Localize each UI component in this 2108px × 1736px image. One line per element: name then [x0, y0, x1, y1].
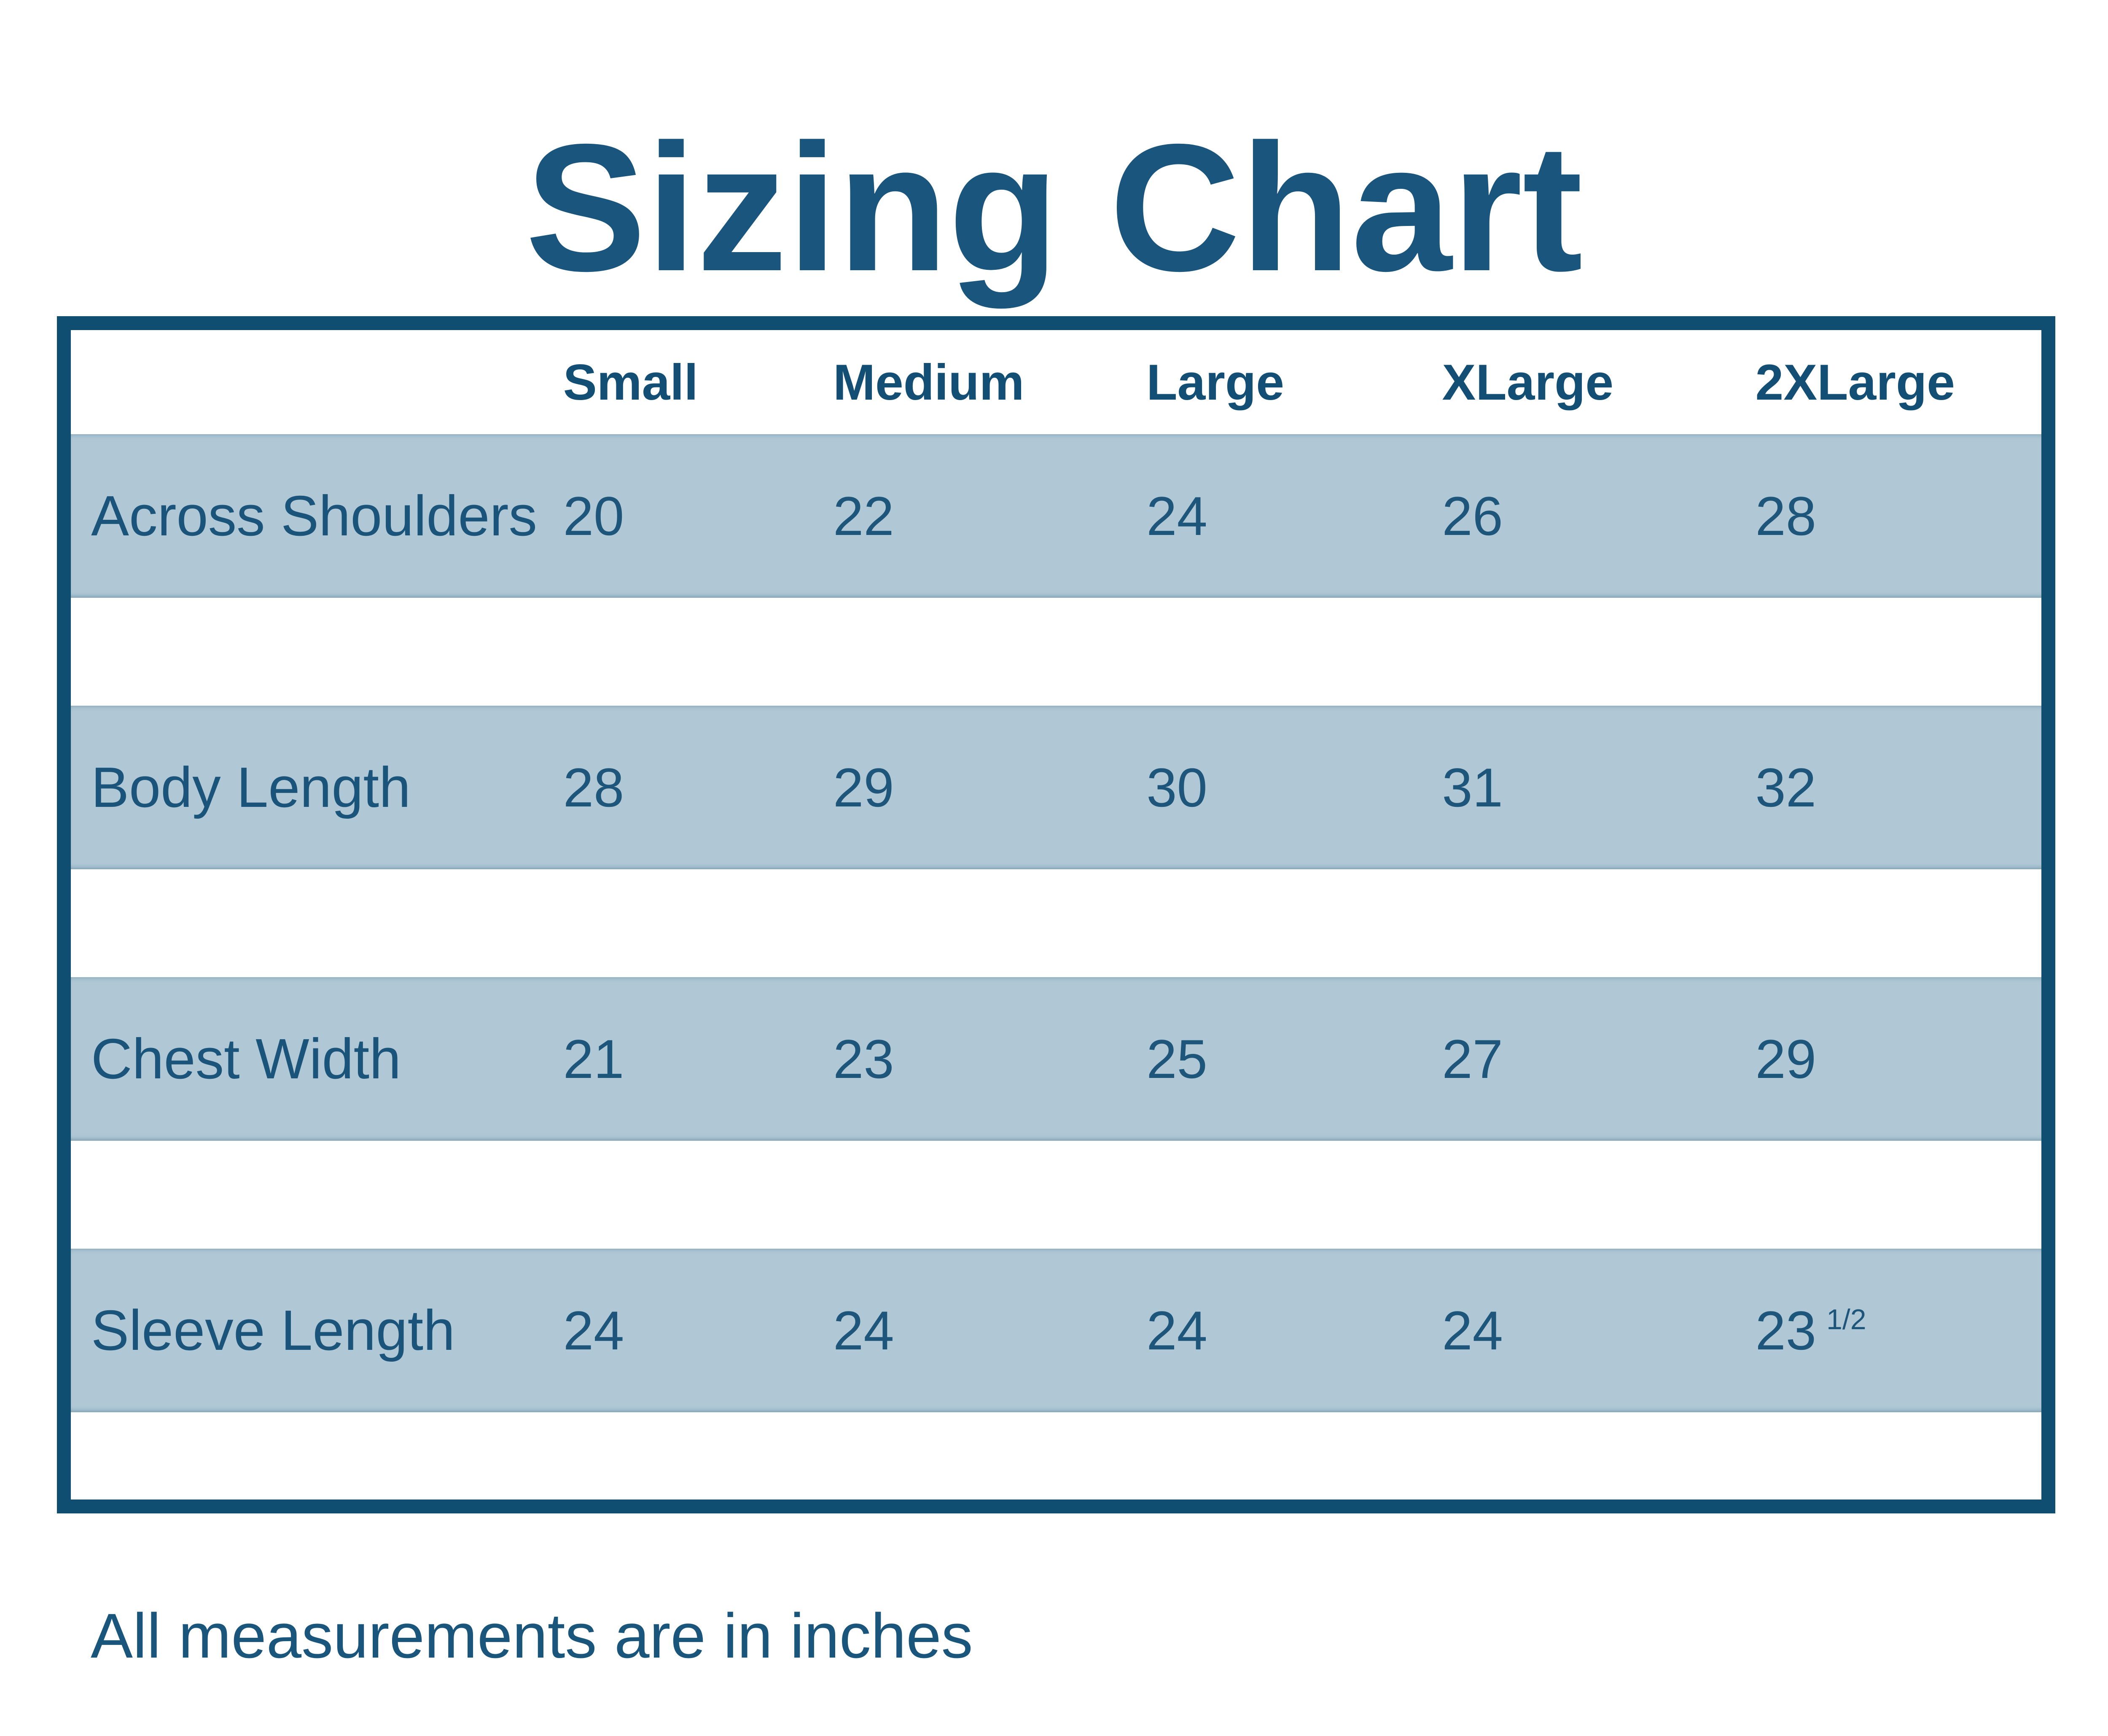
body-length-2xlarge: 32 — [1755, 756, 1817, 818]
col-header-xlarge: XLarge — [1442, 354, 1614, 411]
row-label-body-length: Body Length — [91, 755, 411, 820]
body-length-large: 30 — [1146, 756, 1207, 818]
body-length-xlarge: 31 — [1442, 756, 1503, 818]
measurements-note: All measurements are in inches — [91, 1600, 973, 1671]
table-row-across-shoulders: Across Shoulders 20 22 24 26 28 — [71, 434, 2041, 598]
across-shoulders-small: 20 — [563, 485, 624, 547]
page-title: Sizing Chart — [525, 107, 1583, 309]
chest-width-small: 21 — [563, 1028, 624, 1090]
sleeve-length-2xlarge-fraction: 1/2 — [1826, 1303, 1866, 1336]
col-header-large: Large — [1146, 354, 1284, 411]
chest-width-2xlarge: 29 — [1755, 1028, 1817, 1090]
row-label-sleeve-length: Sleeve Length — [91, 1298, 455, 1362]
row-spacer — [71, 869, 2041, 977]
sizing-table: Small Medium Large XLarge 2XLarge Across… — [57, 316, 2055, 1513]
body-length-small: 28 — [563, 756, 624, 818]
table-row-body-length: Body Length 28 29 30 31 32 — [71, 706, 2041, 869]
sleeve-length-medium: 24 — [833, 1299, 894, 1361]
sleeve-length-small: 24 — [563, 1299, 624, 1361]
col-header-small: Small — [563, 354, 698, 411]
sleeve-length-2xlarge-whole: 23 — [1755, 1299, 1817, 1361]
row-spacer — [71, 598, 2041, 706]
chest-width-large: 25 — [1146, 1028, 1207, 1090]
across-shoulders-large: 24 — [1146, 485, 1207, 547]
sleeve-length-2xlarge: 23 1/2 — [1730, 1299, 2041, 1361]
col-header-medium: Medium — [833, 354, 1024, 411]
chest-width-medium: 23 — [833, 1028, 894, 1090]
col-header-2xlarge: 2XLarge — [1755, 354, 1955, 411]
row-label-chest-width: Chest Width — [91, 1027, 401, 1091]
body-length-medium: 29 — [833, 756, 894, 818]
across-shoulders-medium: 22 — [833, 485, 894, 547]
chest-width-xlarge: 27 — [1442, 1028, 1503, 1090]
across-shoulders-2xlarge: 28 — [1755, 485, 1817, 547]
across-shoulders-xlarge: 26 — [1442, 485, 1503, 547]
row-spacer — [71, 1141, 2041, 1249]
sleeve-length-xlarge: 24 — [1442, 1299, 1503, 1361]
table-header-row: Small Medium Large XLarge 2XLarge — [71, 330, 2041, 434]
sleeve-length-large: 24 — [1146, 1299, 1207, 1361]
row-label-across-shoulders: Across Shoulders — [91, 484, 537, 548]
table-row-sleeve-length: Sleeve Length 24 24 24 24 23 1/2 — [71, 1249, 2041, 1412]
table-row-chest-width: Chest Width 21 23 25 27 29 — [71, 977, 2041, 1141]
